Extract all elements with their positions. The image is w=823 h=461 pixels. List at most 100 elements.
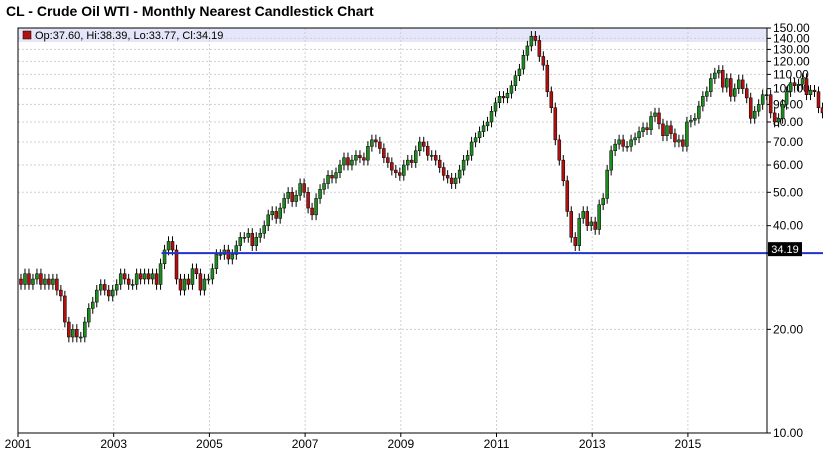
candle-body — [138, 273, 143, 280]
candle-body — [390, 162, 394, 171]
candle-body — [429, 155, 434, 157]
candle-body — [485, 121, 490, 127]
candle-body — [589, 221, 593, 226]
candle-body — [410, 159, 414, 163]
candle-body — [75, 329, 79, 338]
candle-body — [820, 107, 823, 114]
candle-body — [641, 127, 645, 132]
candle-body — [713, 72, 717, 79]
candle-body — [513, 75, 518, 86]
candle-body — [106, 289, 111, 297]
candle-body — [374, 139, 378, 143]
candle-body — [158, 263, 163, 285]
candle-body — [190, 268, 195, 285]
candle-body — [166, 241, 171, 251]
candle-body — [186, 278, 191, 285]
candle-body — [585, 211, 589, 226]
candle-body — [238, 237, 243, 246]
candle-body — [421, 141, 426, 147]
candle-body — [91, 301, 95, 309]
candle-body — [617, 139, 621, 145]
candle-body — [425, 146, 430, 156]
candle-body — [441, 167, 446, 176]
candle-body — [338, 164, 342, 173]
candle-body — [565, 180, 570, 212]
candle-body — [118, 273, 123, 285]
candle-body — [87, 308, 91, 323]
last-price-tag — [768, 242, 802, 257]
candle-body — [529, 35, 534, 47]
candle-body — [733, 88, 737, 97]
candle-body — [83, 321, 87, 338]
candle-body — [286, 192, 290, 199]
candle-body — [134, 273, 139, 285]
candle-body — [609, 150, 613, 171]
candle-body — [812, 89, 817, 92]
x-tick-label: 2011 — [484, 437, 510, 451]
candle-body — [669, 125, 673, 134]
y-tick-label: 110.00 — [773, 67, 809, 81]
candle-body — [776, 118, 781, 123]
candle-body — [366, 146, 370, 161]
candle-body — [784, 91, 789, 105]
candle-body — [689, 119, 693, 123]
candle-body — [19, 278, 23, 285]
candle-body — [657, 112, 661, 125]
candle-body — [473, 137, 478, 143]
candle-body — [154, 273, 159, 285]
candle-body — [294, 195, 298, 202]
candle-body — [95, 289, 99, 303]
candle-body — [721, 70, 725, 88]
candle-body — [768, 94, 773, 114]
candle-body — [645, 127, 649, 130]
candle-body — [382, 148, 386, 158]
candle-body — [693, 118, 697, 121]
candle-body — [126, 278, 131, 285]
candle-body — [461, 159, 466, 171]
candle-body — [150, 273, 155, 280]
candle-body — [274, 211, 278, 219]
candle-body — [509, 85, 514, 94]
candle-body — [23, 273, 27, 285]
candle-body — [210, 268, 215, 280]
candle-body — [170, 241, 175, 251]
chart-title: CL - Crude Oil WTI - Monthly Nearest Can… — [6, 3, 374, 19]
candle-body — [202, 278, 207, 291]
candle-body — [701, 96, 705, 107]
candle-body — [370, 139, 374, 147]
candle-body — [561, 159, 566, 182]
candle-body — [633, 137, 637, 141]
x-tick-label: 2009 — [387, 437, 414, 451]
candle-body — [258, 233, 262, 238]
candle-body — [98, 284, 103, 291]
y-tick-label: 150.00 — [773, 21, 810, 35]
candle-body — [298, 183, 302, 196]
candle-body — [445, 175, 450, 179]
x-tick-label: 2013 — [579, 437, 606, 451]
candle-body — [796, 83, 801, 86]
candle-body — [346, 157, 350, 166]
y-tick-label: 120.00 — [773, 54, 810, 68]
candle-body — [67, 321, 71, 338]
candle-body — [681, 139, 685, 147]
candle-body — [808, 89, 813, 95]
candle-body — [465, 155, 470, 161]
candle-body — [326, 175, 330, 184]
candle-body — [493, 102, 498, 112]
candle-body — [51, 278, 55, 285]
candle-body — [362, 157, 366, 161]
candle-body — [521, 55, 526, 70]
candle-body — [402, 164, 406, 176]
candle-body — [748, 97, 753, 119]
candle-body — [246, 233, 251, 238]
candle-body — [206, 278, 211, 281]
plot-frame — [17, 27, 768, 434]
candle-body — [398, 172, 402, 176]
candle-body — [625, 146, 629, 148]
y-tick-label: 10.00 — [773, 426, 803, 440]
candle-body — [414, 150, 418, 163]
candle-body — [110, 289, 115, 297]
candle-body — [394, 169, 398, 173]
